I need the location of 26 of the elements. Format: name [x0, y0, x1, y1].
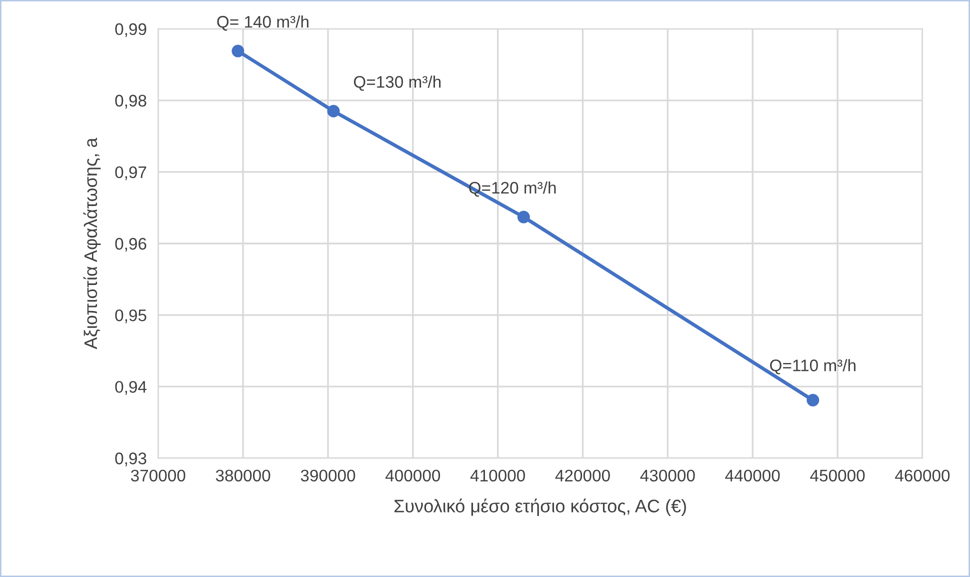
x-tick-label: 410000: [470, 470, 525, 482]
x-tick-label: 370000: [130, 470, 186, 482]
y-tick-label: 0,98: [115, 94, 146, 109]
annotation: Q= 140 m³/h: [217, 15, 308, 31]
point: [232, 44, 244, 58]
x-tick-label: 450000: [810, 470, 865, 482]
x-tick-label: 390000: [300, 470, 356, 482]
y-tick-label: 0,96: [115, 238, 146, 252]
annotation: Q=130 m³/h: [354, 76, 441, 91]
x-tick-label: 460000: [895, 470, 950, 482]
y-tick-label: 0,95: [115, 309, 146, 324]
point: [327, 104, 340, 118]
x-tick-label: 440000: [725, 470, 780, 482]
x-tick-label: 380000: [216, 470, 270, 482]
point: [806, 394, 820, 406]
x-tick-label: 420000: [555, 470, 610, 482]
y-tick-label: 0,94: [115, 380, 147, 395]
point: [517, 210, 530, 224]
y-tick-label: 0,93: [115, 452, 146, 466]
annotation: Q=110 m³/h: [770, 359, 856, 374]
x-tick-label: 400000: [385, 470, 440, 482]
y-tick-label: 0,97: [115, 166, 146, 180]
y-axis-title: Αξιοπιστία Αφαλάτωσης, a: [83, 138, 101, 350]
y-tick-label: 0,99: [115, 23, 146, 38]
x-tick-label: 430000: [640, 470, 695, 482]
x-axis-title: Συνολικό μέσο ετήσιο κόστος, AC (€): [394, 498, 686, 516]
